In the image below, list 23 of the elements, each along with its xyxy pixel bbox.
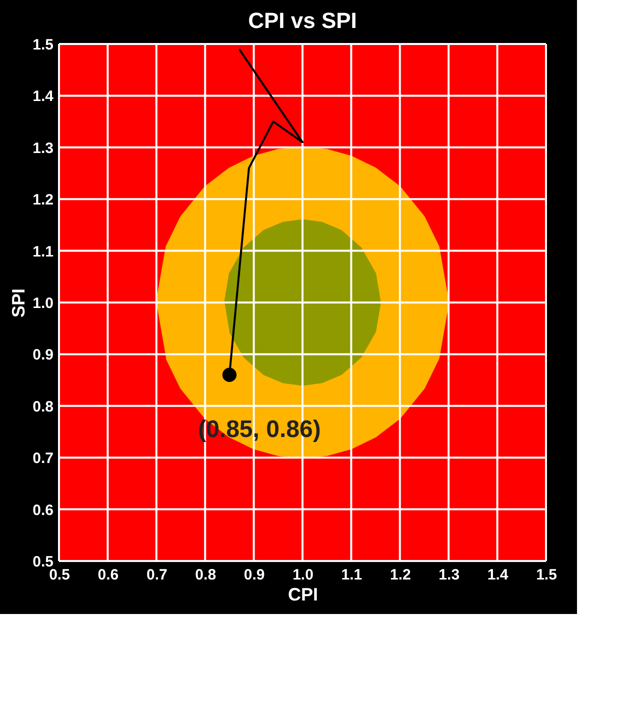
x-tick-label: 1.4 (487, 566, 509, 584)
x-tick-label: 1.3 (438, 566, 460, 584)
y-tick-label: 0.9 (32, 346, 54, 364)
y-tick-label: 1.1 (32, 243, 54, 260)
y-tick-label: 0.6 (32, 502, 54, 519)
y-tick-label: 1.5 (32, 36, 54, 54)
y-axis-title: SPI (8, 288, 29, 318)
y-tick-label: 0.7 (32, 450, 54, 468)
x-tick-label: 1.0 (292, 566, 314, 584)
y-tick-label: 1.3 (32, 140, 54, 157)
x-tick-label: 0.8 (195, 566, 216, 584)
x-axis-title: CPI (288, 584, 318, 604)
x-tick-label: 0.7 (146, 566, 168, 584)
chart-title: CPI vs SPI (248, 8, 357, 33)
y-tick-label: 1.4 (32, 88, 54, 106)
y-tick-label: 0.8 (32, 398, 54, 416)
x-tick-label: 0.9 (244, 566, 265, 584)
x-tick-label: 0.6 (98, 566, 119, 584)
y-tick-label: 1.0 (32, 295, 54, 312)
x-tick-label: 1.1 (341, 566, 362, 584)
x-tick-label: 1.5 (536, 566, 557, 584)
y-tick-label: 1.2 (32, 192, 54, 209)
x-tick-label: 1.2 (390, 566, 411, 584)
